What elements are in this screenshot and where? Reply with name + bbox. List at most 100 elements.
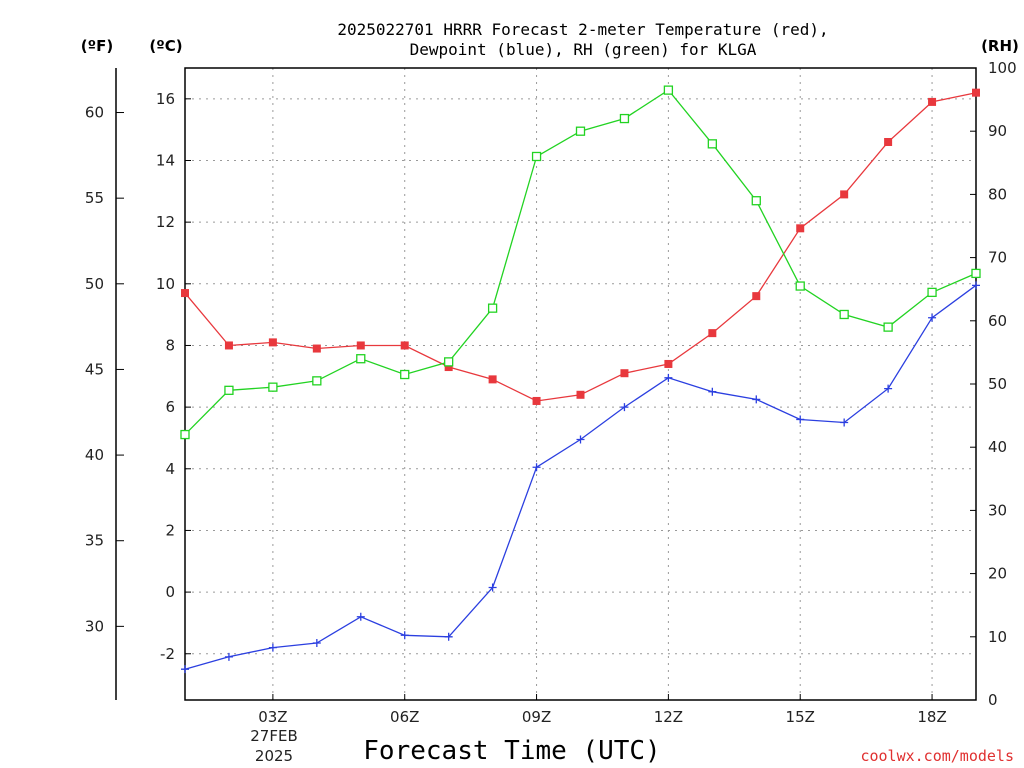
rh-point bbox=[400, 369, 410, 380]
dewpoint-point bbox=[620, 403, 629, 412]
time-tick-label: 15Z bbox=[786, 708, 815, 726]
temperature-point bbox=[444, 363, 453, 372]
dewpoint-point bbox=[488, 583, 497, 592]
unit-label-celsius: (ºC) bbox=[149, 37, 182, 55]
time-tick-label: 12Z bbox=[654, 708, 683, 726]
rh-point bbox=[839, 309, 849, 320]
temperature-point bbox=[708, 329, 717, 338]
temperature-point bbox=[224, 341, 233, 350]
dewpoint-point bbox=[312, 638, 321, 647]
dewpoint-point bbox=[400, 631, 409, 640]
rh-line bbox=[184, 89, 977, 436]
temperature-point bbox=[620, 369, 629, 378]
rh-tick-label: 80 bbox=[988, 185, 1007, 203]
celsius-tick-label: 4 bbox=[165, 460, 175, 478]
celsius-tick-label: 10 bbox=[156, 275, 175, 293]
dewpoint-point bbox=[181, 665, 189, 674]
dewpoint-point bbox=[268, 643, 277, 652]
dewpoint-point bbox=[532, 463, 541, 472]
rh-point bbox=[927, 287, 937, 298]
temperature-point bbox=[181, 289, 189, 298]
temperature-point bbox=[972, 88, 980, 97]
temperature-point bbox=[532, 396, 541, 405]
rh-axis: 0 10 20 30 40 50 60 70 80 90 100 bbox=[970, 59, 1017, 709]
rh-tick-label: 40 bbox=[988, 438, 1007, 456]
data-series bbox=[180, 85, 981, 674]
rh-tick-label: 60 bbox=[988, 312, 1007, 330]
rh-point bbox=[444, 357, 454, 367]
date-label-year: 2025 bbox=[255, 747, 293, 765]
temperature-point bbox=[400, 341, 409, 350]
temperature-point bbox=[840, 190, 849, 199]
unit-label-fahrenheit: (ºF) bbox=[81, 37, 113, 55]
dewpoint-point bbox=[444, 632, 453, 641]
rh-point bbox=[883, 322, 893, 332]
time-tick-label: 06Z bbox=[390, 708, 419, 726]
celsius-tick-label: 6 bbox=[165, 398, 175, 416]
rh-point bbox=[971, 268, 981, 279]
fahrenheit-tick-label: 35 bbox=[85, 532, 104, 550]
unit-label-rh: (RH) bbox=[981, 37, 1019, 55]
dewpoint-point bbox=[356, 612, 365, 621]
temperature-point bbox=[268, 338, 277, 347]
time-tick-label: 03Z bbox=[258, 708, 287, 726]
rh-point bbox=[795, 281, 805, 291]
celsius-tick-label: 14 bbox=[156, 151, 175, 169]
rh-point bbox=[619, 113, 630, 124]
celsius-tick-label: 2 bbox=[165, 521, 175, 539]
rh-tick-label: 70 bbox=[988, 249, 1007, 267]
dewpoint-point bbox=[840, 418, 849, 427]
temperature-point bbox=[752, 292, 761, 301]
dewpoint-point bbox=[796, 415, 805, 424]
rh-point bbox=[268, 382, 278, 392]
rh-point bbox=[224, 385, 234, 395]
dewpoint-point bbox=[752, 395, 761, 404]
rh-point bbox=[531, 151, 542, 162]
time-tick-label: 18Z bbox=[917, 708, 946, 726]
rh-tick-label: 20 bbox=[988, 565, 1007, 583]
celsius-tick-label: 16 bbox=[156, 90, 175, 108]
temperature-line bbox=[184, 92, 977, 402]
temperature-point bbox=[884, 137, 893, 146]
temperature-point bbox=[664, 359, 673, 368]
celsius-axis: -2 0 2 4 6 8 10 12 14 16 bbox=[156, 90, 191, 663]
rh-point bbox=[312, 376, 322, 386]
rh-point bbox=[356, 354, 366, 364]
fahrenheit-tick-label: 50 bbox=[85, 275, 104, 293]
fahrenheit-tick-label: 40 bbox=[85, 446, 104, 464]
dewpoint-point bbox=[708, 387, 717, 396]
celsius-tick-label: 0 bbox=[165, 583, 175, 601]
rh-tick-label: 90 bbox=[988, 122, 1007, 140]
rh-tick-label: 100 bbox=[988, 59, 1017, 77]
celsius-tick-label: 12 bbox=[156, 213, 175, 231]
temperature-point bbox=[312, 344, 321, 353]
temperature-point bbox=[356, 341, 365, 350]
rh-point bbox=[575, 126, 586, 136]
dewpoint-point bbox=[664, 373, 673, 382]
rh-tick-label: 50 bbox=[988, 375, 1007, 393]
x-axis-title: Forecast Time (UTC) bbox=[363, 736, 660, 766]
dewpoint-point bbox=[576, 435, 585, 444]
fahrenheit-tick-label: 45 bbox=[85, 360, 104, 378]
temperature-point bbox=[796, 224, 805, 233]
time-tick-label: 09Z bbox=[522, 708, 551, 726]
temperature-point bbox=[576, 390, 585, 399]
chart-title-line1: 2025022701 HRRR Forecast 2-meter Tempera… bbox=[337, 20, 828, 39]
dewpoint-point bbox=[884, 384, 893, 393]
grid-lines bbox=[185, 68, 976, 700]
temperature-point bbox=[488, 375, 497, 384]
dewpoint-line bbox=[184, 284, 977, 670]
fahrenheit-tick-label: 55 bbox=[85, 189, 104, 207]
fahrenheit-axis: 30 35 40 45 50 55 60 bbox=[85, 104, 124, 635]
rh-point bbox=[663, 85, 674, 95]
fahrenheit-tick-label: 60 bbox=[85, 104, 104, 122]
dewpoint-point bbox=[972, 281, 980, 290]
rh-point bbox=[180, 429, 190, 440]
rh-point bbox=[707, 139, 717, 149]
date-label-day: 27FEB bbox=[250, 727, 297, 745]
celsius-tick-label: 8 bbox=[165, 336, 175, 354]
rh-tick-label: 10 bbox=[988, 628, 1007, 646]
time-axis: 03Z 06Z 09Z 12Z 15Z 18Z bbox=[258, 694, 947, 726]
fahrenheit-tick-label: 30 bbox=[85, 617, 104, 635]
